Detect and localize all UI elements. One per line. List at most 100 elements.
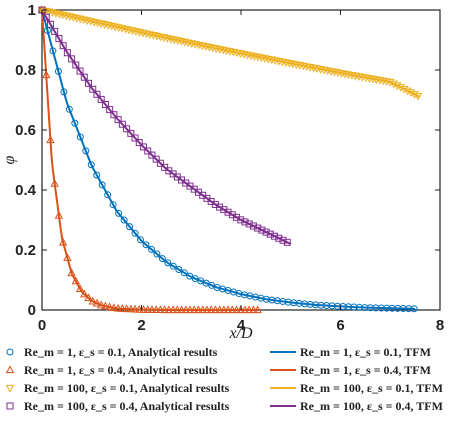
data-point [254, 224, 262, 232]
data-point [156, 305, 165, 314]
legend-item: Re_m = 100, ε_s = 0.4, TFM [270, 399, 443, 413]
data-point [389, 80, 398, 89]
data-point [372, 304, 380, 312]
data-point [399, 85, 409, 94]
data-point [383, 304, 391, 312]
data-point [67, 268, 76, 277]
data-point [344, 303, 352, 311]
data-point [85, 79, 93, 87]
data-point [198, 305, 207, 314]
legend-marker [6, 348, 14, 356]
data-point [131, 229, 139, 237]
data-point [147, 245, 155, 253]
data-point [328, 302, 336, 310]
legend-label: Re_m = 1, ε_s = 0.4, TFM [300, 363, 431, 377]
data-point [118, 304, 127, 312]
data-point [211, 305, 220, 314]
data-point [109, 303, 119, 312]
data-point [76, 67, 84, 75]
data-point [271, 232, 279, 240]
data-point [135, 139, 143, 147]
data-point [72, 61, 80, 69]
tfm-line-4 [41, 9, 292, 245]
data-point [249, 305, 258, 314]
data-point [120, 216, 128, 224]
data-point [236, 305, 245, 314]
data-point [115, 209, 123, 217]
data-point [253, 305, 262, 314]
data-point [84, 293, 93, 302]
data-point [126, 223, 134, 231]
data-point [68, 55, 76, 63]
data-point [60, 88, 68, 96]
data-point [101, 101, 109, 108]
data-point [105, 302, 114, 311]
analytical-series-2 [37, 5, 262, 314]
data-point [317, 301, 325, 309]
data-point [164, 259, 172, 267]
data-point [92, 298, 102, 307]
data-point [361, 304, 369, 312]
data-point [266, 230, 274, 238]
data-point [241, 218, 249, 226]
data-point [244, 305, 254, 314]
x-tick-label: 0 [38, 317, 46, 334]
data-point [65, 105, 73, 113]
data-point [59, 42, 67, 50]
data-point [46, 20, 54, 28]
legend-item: Re_m = 1, ε_s = 0.1, TFM [270, 345, 431, 359]
data-point [80, 289, 89, 298]
y-axis-title: φ [1, 155, 18, 164]
data-point [76, 133, 84, 141]
y-tick-label: 1 [28, 2, 36, 19]
series-markers [37, 5, 423, 314]
data-point [388, 304, 396, 312]
data-point [139, 143, 147, 151]
data-point [51, 27, 59, 35]
legend-marker [5, 384, 15, 393]
y-tick-label: 0.2 [15, 242, 36, 259]
data-point [175, 266, 183, 273]
data-point [215, 305, 224, 314]
data-point [109, 201, 117, 209]
legend-marker [5, 365, 15, 374]
x-tick-label: 8 [436, 317, 444, 334]
legend-marker [6, 402, 14, 410]
data-point [75, 284, 85, 292]
data-point [137, 236, 145, 244]
data-point [82, 147, 90, 155]
plot-area [41, 9, 441, 311]
data-point [160, 305, 169, 314]
data-point [143, 305, 152, 313]
legend-label: Re_m = 100, ε_s = 0.1, Analytical result… [24, 381, 230, 395]
data-point [98, 181, 106, 189]
legend-label: Re_m = 1, ε_s = 0.1, TFM [300, 345, 431, 359]
data-point [413, 92, 423, 101]
data-point [101, 301, 110, 310]
data-point [168, 305, 178, 314]
data-point [54, 210, 64, 219]
data-point [93, 90, 101, 98]
data-point [228, 305, 237, 314]
data-point [54, 67, 62, 75]
data-point [258, 226, 266, 234]
legend-label: Re_m = 100, ε_s = 0.4, Analytical result… [24, 399, 230, 413]
data-point [173, 305, 182, 314]
data-point [148, 151, 156, 159]
data-point [156, 159, 164, 167]
data-point [275, 234, 283, 242]
data-point [88, 296, 97, 305]
data-point [49, 47, 57, 55]
data-point [240, 305, 250, 314]
legend-item: Re_m = 1, ε_s = 0.1, Analytical results [6, 345, 218, 359]
analytical-series-4 [38, 6, 291, 246]
data-point [323, 302, 331, 310]
legend-label: Re_m = 100, ε_s = 0.4, TFM [300, 399, 443, 413]
x-tick-label: 4 [237, 317, 246, 334]
axis-ticks: 0 2 4 6 8 0 0.2 0.4 0.6 0.8 1 [15, 2, 444, 334]
data-point [245, 220, 253, 228]
data-point [96, 300, 106, 309]
legend: Re_m = 1, ε_s = 0.1, Analytical results R… [5, 345, 443, 413]
data-point [147, 305, 157, 313]
y-tick-label: 0.6 [15, 122, 36, 139]
